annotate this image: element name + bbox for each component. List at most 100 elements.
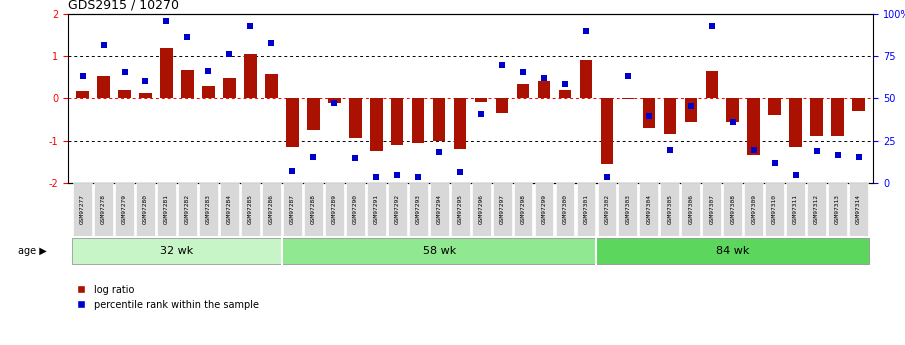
Point xyxy=(390,172,405,178)
Text: GSM97298: GSM97298 xyxy=(520,194,526,224)
Text: GSM97312: GSM97312 xyxy=(814,194,819,224)
Text: GSM97286: GSM97286 xyxy=(269,194,274,224)
Bar xyxy=(789,98,802,147)
Bar xyxy=(97,76,110,98)
FancyBboxPatch shape xyxy=(618,183,637,236)
FancyBboxPatch shape xyxy=(849,183,868,236)
Bar xyxy=(663,98,676,134)
Point xyxy=(578,28,593,33)
Bar xyxy=(76,91,89,98)
Text: GSM97277: GSM97277 xyxy=(80,194,85,224)
FancyBboxPatch shape xyxy=(661,183,680,236)
FancyBboxPatch shape xyxy=(702,183,721,236)
Point xyxy=(767,160,782,165)
Bar xyxy=(684,98,697,121)
Text: GSM97290: GSM97290 xyxy=(353,194,357,224)
Bar xyxy=(370,98,383,151)
Point xyxy=(642,113,656,119)
Text: GSM97291: GSM97291 xyxy=(374,194,378,224)
Bar xyxy=(286,98,299,147)
Point xyxy=(557,81,572,86)
Bar xyxy=(580,60,592,98)
Text: GSM97299: GSM97299 xyxy=(541,194,547,224)
Bar xyxy=(517,83,529,98)
Bar xyxy=(748,98,760,155)
Text: GSM97284: GSM97284 xyxy=(227,194,232,224)
FancyBboxPatch shape xyxy=(367,183,386,236)
Point xyxy=(474,112,489,117)
Bar xyxy=(832,98,844,136)
FancyBboxPatch shape xyxy=(535,183,554,236)
FancyBboxPatch shape xyxy=(241,183,260,236)
FancyBboxPatch shape xyxy=(281,238,596,264)
Text: GSM97306: GSM97306 xyxy=(689,194,693,224)
Point xyxy=(600,174,614,179)
Point xyxy=(452,169,467,175)
Text: GSM97285: GSM97285 xyxy=(248,194,252,224)
Point xyxy=(348,156,363,161)
FancyBboxPatch shape xyxy=(596,238,869,264)
Bar xyxy=(349,98,361,138)
Bar xyxy=(412,98,424,143)
Point xyxy=(788,172,803,178)
FancyBboxPatch shape xyxy=(157,183,176,236)
Bar xyxy=(244,54,257,98)
Point xyxy=(411,174,425,179)
Text: GSM97281: GSM97281 xyxy=(164,194,169,224)
Text: GSM97310: GSM97310 xyxy=(772,194,777,224)
FancyBboxPatch shape xyxy=(640,183,658,236)
Text: GSM97301: GSM97301 xyxy=(584,194,588,224)
FancyBboxPatch shape xyxy=(492,183,511,236)
Point xyxy=(852,154,866,159)
FancyBboxPatch shape xyxy=(73,183,92,236)
Bar xyxy=(328,98,340,104)
Bar xyxy=(810,98,823,136)
FancyBboxPatch shape xyxy=(451,183,470,236)
FancyBboxPatch shape xyxy=(766,183,784,236)
Bar xyxy=(538,81,550,98)
Point xyxy=(662,147,677,152)
Bar xyxy=(475,98,488,102)
Legend: log ratio, percentile rank within the sample: log ratio, percentile rank within the sa… xyxy=(72,281,263,314)
Bar xyxy=(139,93,152,98)
FancyBboxPatch shape xyxy=(178,183,197,236)
Text: GSM97282: GSM97282 xyxy=(185,194,190,224)
Text: GSM97304: GSM97304 xyxy=(646,194,652,224)
Bar xyxy=(496,98,509,113)
Text: GDS2915 / 10270: GDS2915 / 10270 xyxy=(68,0,179,11)
FancyBboxPatch shape xyxy=(199,183,218,236)
Text: GSM97308: GSM97308 xyxy=(730,194,735,224)
Bar xyxy=(181,70,194,98)
Text: GSM97292: GSM97292 xyxy=(395,194,400,224)
Point xyxy=(369,174,384,179)
Point xyxy=(327,101,341,106)
Text: GSM97293: GSM97293 xyxy=(415,194,421,224)
FancyBboxPatch shape xyxy=(723,183,742,236)
Bar xyxy=(433,98,445,141)
FancyBboxPatch shape xyxy=(576,183,595,236)
FancyBboxPatch shape xyxy=(387,183,406,236)
FancyBboxPatch shape xyxy=(72,238,281,264)
Text: GSM97278: GSM97278 xyxy=(101,194,106,224)
Text: GSM97297: GSM97297 xyxy=(500,194,505,224)
Point xyxy=(705,24,719,29)
FancyBboxPatch shape xyxy=(514,183,532,236)
Text: GSM97313: GSM97313 xyxy=(835,194,840,224)
Point xyxy=(306,155,320,160)
FancyBboxPatch shape xyxy=(94,183,113,236)
Bar xyxy=(558,90,571,98)
Bar xyxy=(119,90,131,98)
Point xyxy=(222,51,236,57)
Bar xyxy=(224,78,235,98)
Text: 32 wk: 32 wk xyxy=(160,246,194,256)
Text: GSM97280: GSM97280 xyxy=(143,194,148,224)
FancyBboxPatch shape xyxy=(262,183,281,236)
FancyBboxPatch shape xyxy=(556,183,575,236)
FancyBboxPatch shape xyxy=(786,183,805,236)
Text: GSM97283: GSM97283 xyxy=(206,194,211,224)
FancyBboxPatch shape xyxy=(115,183,134,236)
Bar xyxy=(643,98,655,128)
Text: GSM97279: GSM97279 xyxy=(122,194,127,224)
Point xyxy=(159,19,174,24)
FancyBboxPatch shape xyxy=(828,183,847,236)
